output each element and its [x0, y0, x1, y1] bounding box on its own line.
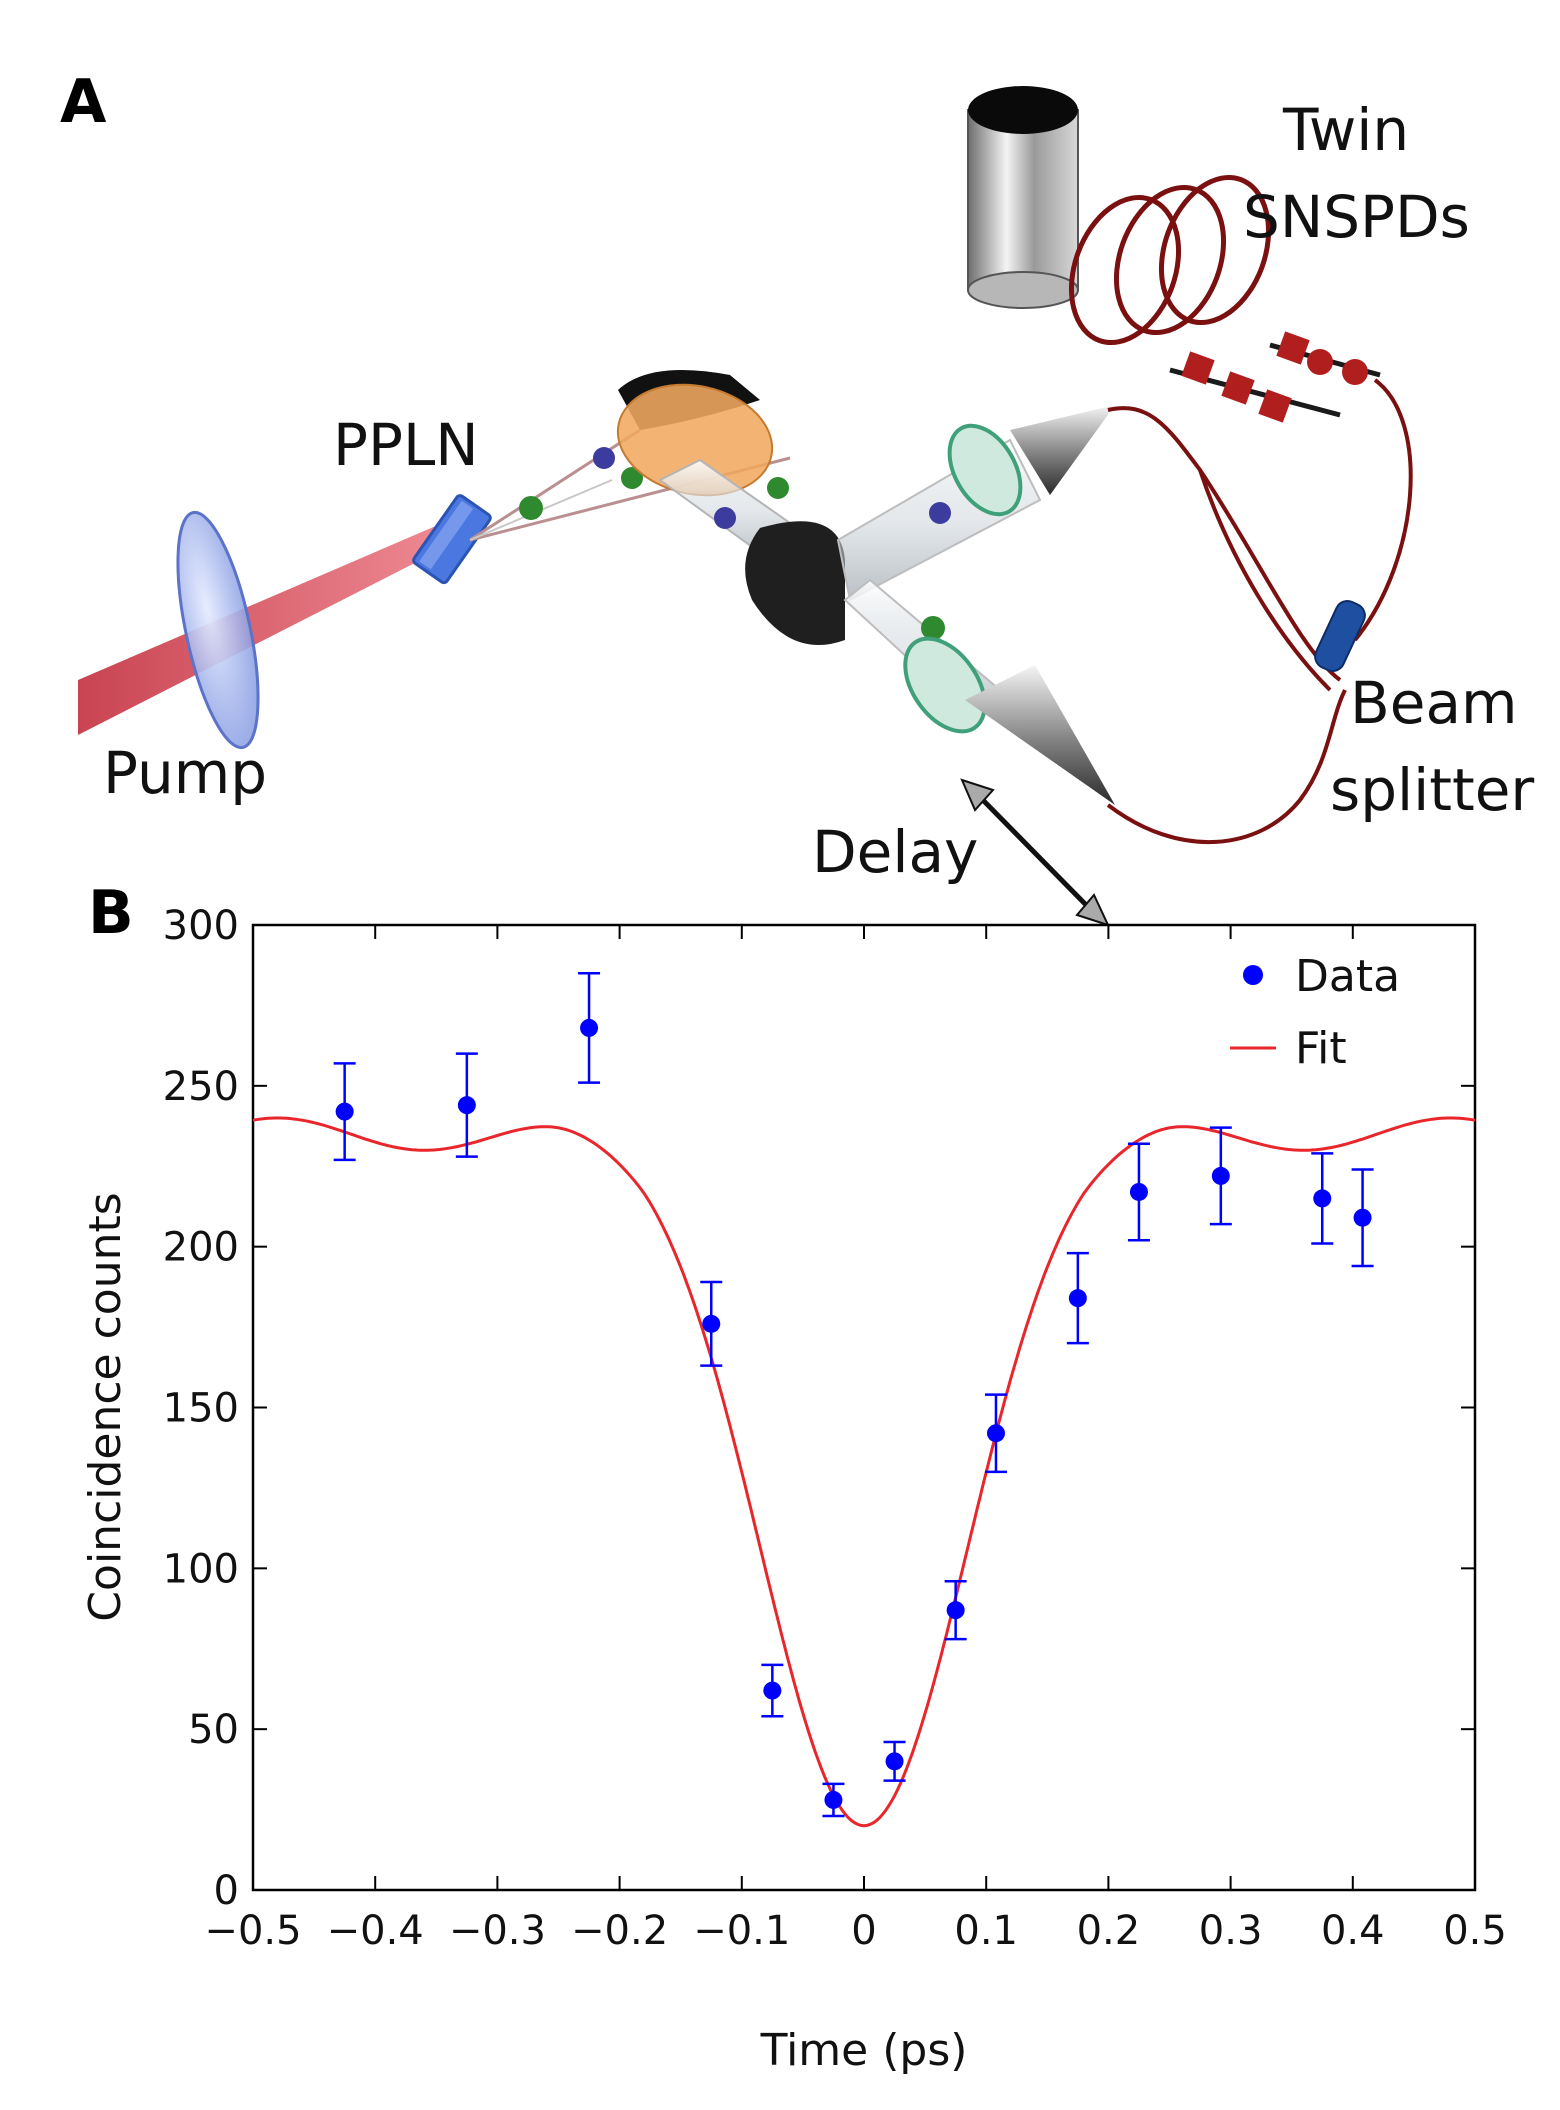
data-point [1353, 1208, 1372, 1227]
panel-b-letter: B [88, 878, 134, 948]
fit-curve [252, 1116, 1476, 1828]
x-tick-label: −0.4 [327, 1908, 424, 1954]
x-tick-label: 0.2 [1077, 1908, 1141, 1954]
panel-b-chart: B −0.5 −0.4 −0.3 −0.2 −0.1 0 0.1 0.2 0.3 0.4 0.5 0… [80, 878, 1507, 2076]
data-point [580, 1018, 599, 1037]
x-tick-label: −0.1 [693, 1908, 790, 1954]
ppln-crystal-icon [412, 494, 492, 585]
data-point [1068, 1289, 1087, 1308]
x-tick-label: −0.2 [571, 1908, 668, 1954]
waveplate-lower-icon [903, 636, 987, 734]
beam-splitter-icon [1314, 599, 1366, 673]
data-point [457, 1096, 476, 1115]
photon-green-3 [767, 477, 789, 499]
legend-label-fit: Fit [1295, 1023, 1347, 1074]
label-beam: Beam [1350, 669, 1518, 737]
label-pump: Pump [103, 739, 267, 807]
delay-arrow-icon [960, 778, 1110, 927]
fiber-coils-icon [1068, 174, 1272, 346]
waveplate-upper-icon [947, 423, 1023, 517]
data-point [1129, 1182, 1148, 1201]
x-tick-label: 0.5 [1443, 1908, 1507, 1954]
panel-a-apparatus: A [60, 67, 1534, 927]
fiber-connectors-icon [1169, 331, 1381, 423]
fiber-routes [1106, 378, 1413, 844]
x-tick-label: −0.3 [449, 1908, 546, 1954]
x-tick-label: 0.3 [1199, 1908, 1263, 1954]
y-tick-label: 300 [163, 903, 239, 949]
y-tick-label: 250 [163, 1064, 239, 1110]
x-tick-label: 0.4 [1321, 1908, 1385, 1954]
photon-green-2 [621, 467, 643, 489]
cryostat-icon [967, 86, 1079, 309]
label-delay: Delay [812, 818, 978, 886]
photon-blue-2 [714, 507, 736, 529]
y-tick-label: 50 [188, 1707, 239, 1753]
data-point [986, 1424, 1005, 1443]
x-axis-label: Time (ps) [760, 2025, 968, 2076]
data-point [1313, 1189, 1332, 1208]
plot-frame [251, 923, 1477, 1892]
data-point [763, 1681, 782, 1700]
fiber-coupler-lower-icon [965, 665, 1115, 805]
photon-blue-3 [929, 502, 951, 524]
y-tick-label: 200 [163, 1225, 239, 1271]
data-point [824, 1790, 843, 1809]
y-tick-label: 150 [163, 1386, 239, 1432]
collimating-mirror-icon [616, 370, 774, 497]
label-splitter: splitter [1330, 756, 1534, 824]
fit-layer [252, 1116, 1476, 1828]
legend: Data Fit [1230, 951, 1400, 1074]
photon-green-4 [921, 616, 945, 640]
data-point [885, 1752, 904, 1771]
d-mirror-icon [745, 521, 845, 645]
y-tick-label: 100 [163, 1546, 239, 1592]
data-point [335, 1102, 354, 1121]
fiber-coupler-upper-icon [1010, 405, 1115, 495]
data-point [702, 1314, 721, 1333]
x-tick-label: 0 [851, 1908, 876, 1954]
pump-lens-icon [176, 510, 260, 750]
photon-blue-1 [593, 447, 615, 469]
legend-marker-data [1243, 965, 1263, 985]
label-ppln: PPLN [333, 411, 479, 479]
y-tick-label: 0 [214, 1868, 239, 1914]
pump-beam [78, 525, 450, 735]
label-twin: Twin [1282, 96, 1409, 164]
x-tick-label: −0.5 [204, 1908, 301, 1954]
x-axis: −0.5 −0.4 −0.3 −0.2 −0.1 0 0.1 0.2 0.3 0.4 0.5 [204, 925, 1507, 1954]
data-point [1211, 1166, 1230, 1185]
label-snspds: SNSPDs [1243, 183, 1470, 251]
x-tick-label: 0.1 [954, 1908, 1018, 1954]
photon-green-1 [519, 496, 543, 520]
data-layer [333, 972, 1374, 1818]
legend-label-data: Data [1295, 951, 1400, 1002]
panel-a-letter: A [60, 67, 107, 137]
y-axis: 0 50 100 150 200 250 300 [163, 903, 1475, 1914]
data-point [946, 1601, 965, 1620]
y-axis-label: Coincidence counts [80, 1192, 131, 1621]
